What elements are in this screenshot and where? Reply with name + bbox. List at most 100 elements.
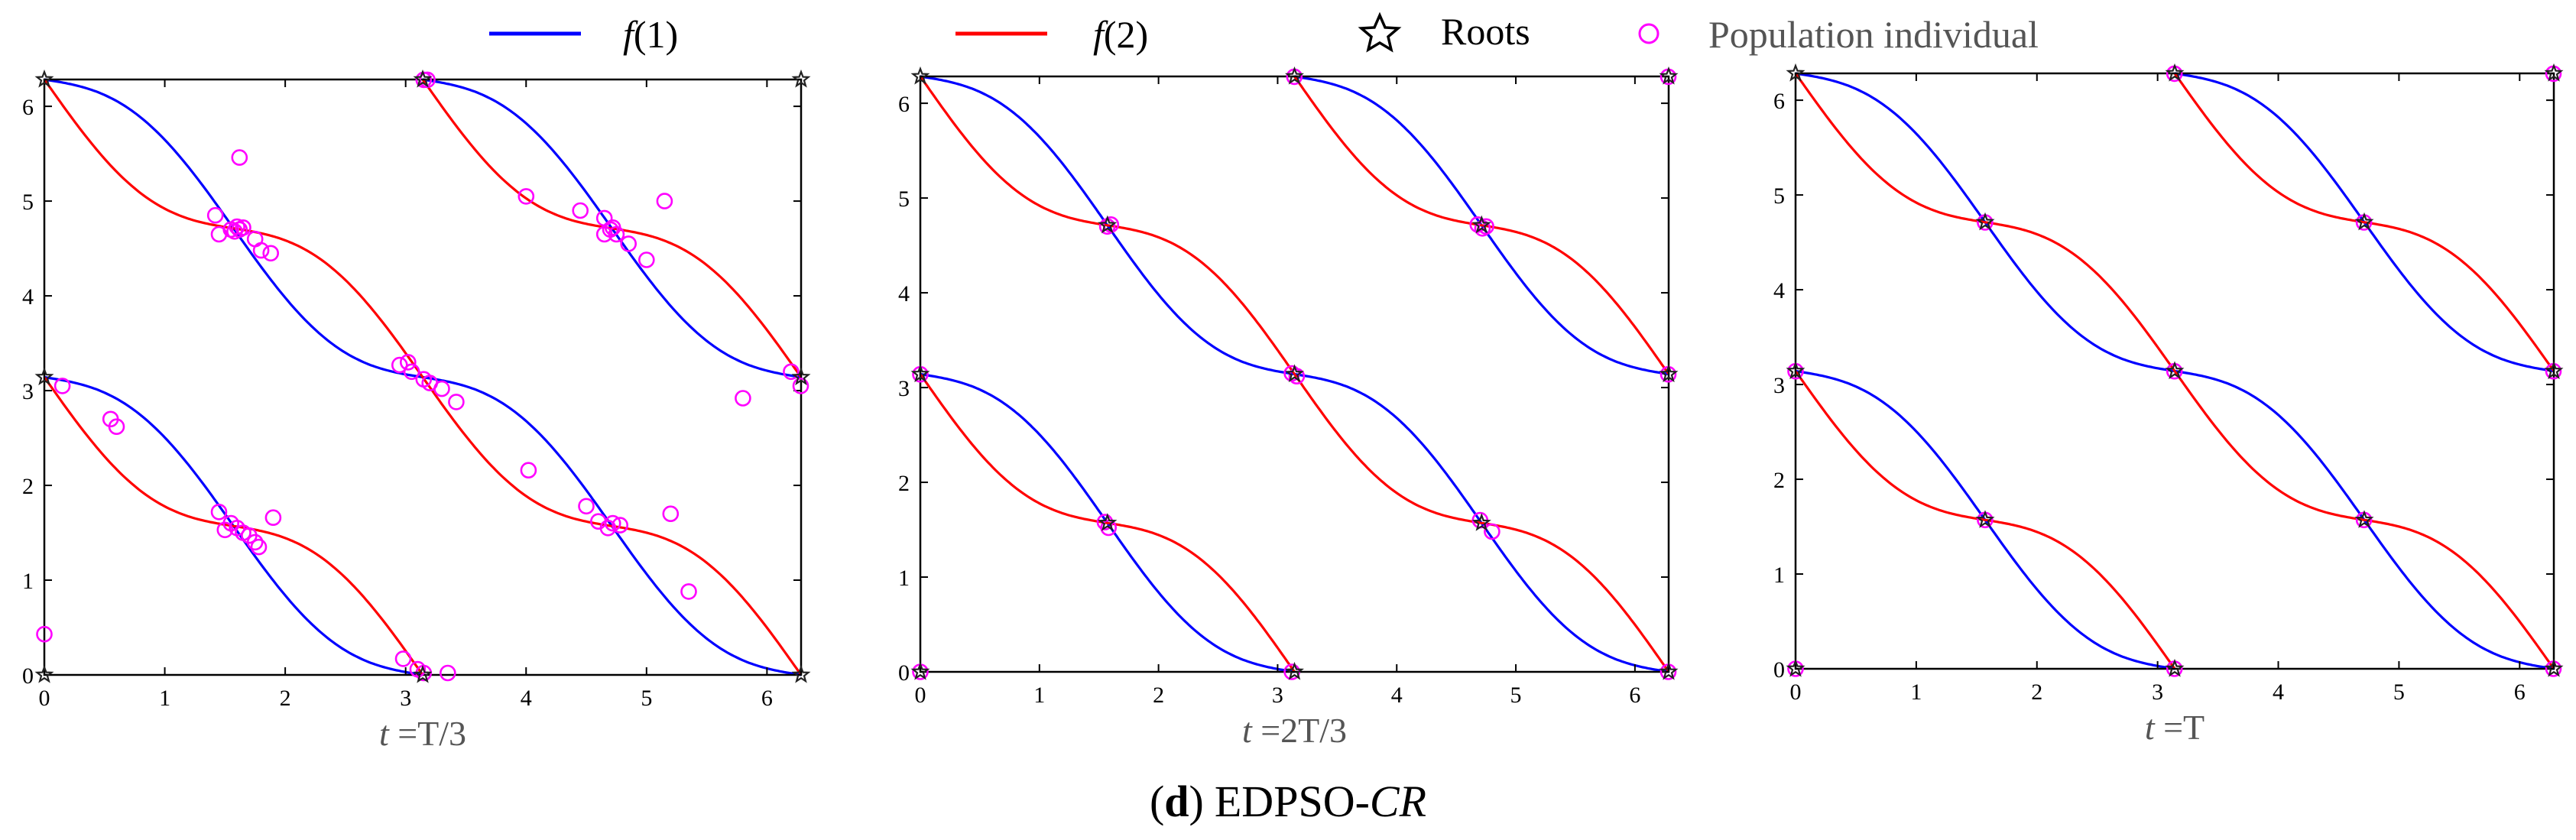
y-tick-label: 6 [1773,89,1785,114]
root-star [1098,513,1118,531]
legend-population-circle-icon [1638,23,1659,44]
y-tick-label: 2 [22,474,34,499]
x-tick-label: 5 [1510,683,1522,708]
x-tick-label: 0 [1790,679,1802,705]
x-axis-label-value: =T/3 [389,714,466,753]
y-tick-label: 0 [22,663,34,689]
population-point [612,517,629,534]
root-star [791,69,811,88]
population-point [210,503,228,521]
x-axis-label-var: t [2145,708,2156,747]
population-point [231,149,248,166]
x-tick-label: 6 [761,686,773,711]
x-tick-label: 6 [1629,683,1640,708]
y-tick-label: 1 [1773,563,1785,588]
y-tick-label: 5 [22,190,34,215]
x-tick-label: 2 [1153,683,1164,708]
legend: f(1) f(2) Roots Population individual [489,10,2039,56]
population-point [662,505,680,523]
y-tick-label: 3 [1773,373,1785,398]
series-f2-branch-1 [43,376,424,676]
root-star [1285,66,1304,85]
root-star [791,367,811,386]
x-tick-label: 4 [521,686,532,711]
root-star [1098,215,1118,234]
series-f2-branch-4 [1293,76,1670,375]
population-point [206,206,224,224]
population-point [792,378,809,394]
series-f2-branch-4 [2173,73,2555,372]
population-point [246,534,264,551]
series-f2-branch-2 [919,76,1296,375]
x-tick-label: 3 [2152,679,2163,705]
series-f2-branch-2 [1794,73,2176,372]
root-star [1786,361,1805,380]
root-star [1786,63,1805,82]
y-tick-label: 6 [22,95,34,120]
population-point [235,219,251,236]
y-tick-label: 3 [22,379,34,404]
x-tick-label: 2 [2031,679,2042,705]
chart-panel-1: 0 1 2 3 4 5 6 0 1 2 3 4 5 6 t =T/3 [22,69,811,753]
x-tick-label: 0 [39,686,50,711]
root-star [2165,658,2185,677]
root-star [1659,661,1679,680]
population-point [517,188,535,205]
population-point [226,222,243,240]
root-star [34,664,54,683]
population-point [604,514,621,532]
y-tick-label: 1 [898,566,910,591]
y-tick-label: 4 [1773,278,1785,303]
y-tick-label: 3 [898,376,910,401]
population-point [608,225,625,243]
y-tick-label: 4 [22,284,34,310]
population-point [36,625,53,643]
root-star [34,367,54,386]
population-point [656,193,673,209]
legend-f1-label: f(1) [623,13,678,56]
legend-roots-star-icon [1358,11,1402,53]
population-point [1288,368,1306,385]
x-axis-label-var: t [1242,711,1253,750]
y-tick-label: 2 [898,471,910,496]
root-star [2354,212,2374,231]
x-axis-label-value: =2T/3 [1252,711,1347,750]
root-star [2544,63,2564,82]
x-tick-label: 3 [400,686,411,711]
root-star [2165,361,2185,380]
plot-frame [919,75,1670,673]
population-point [448,394,465,410]
x-tick-label: 1 [1033,683,1045,708]
root-star [910,364,930,383]
root-star [413,664,433,683]
population-point [735,390,751,407]
root-star [1471,513,1491,531]
x-tick-label: 4 [2273,679,2284,705]
root-star [413,69,433,88]
root-star [910,661,930,680]
plot-frame [1794,72,2555,670]
y-tick-label: 6 [898,92,910,117]
root-star [34,69,54,88]
root-star [2544,361,2564,380]
population-point [520,462,537,479]
figure-caption: (d) EDPSO-CR [1150,777,1426,826]
root-star [791,664,811,683]
series-f2-branch-3 [2173,370,2555,670]
population-point [599,519,617,537]
series-f2-branch-1 [919,373,1296,673]
series-f2-branch-1 [1794,370,2176,670]
root-star [2354,510,2374,528]
population-point [680,583,697,600]
x-tick-label: 1 [159,686,170,711]
x-axis-label-var: t [379,714,390,753]
root-star [1285,364,1304,383]
population-point [403,363,420,381]
root-star [1975,212,1995,231]
y-tick-label: 5 [1773,183,1785,209]
root-star [1659,364,1679,383]
root-star [1786,658,1805,677]
y-tick-label: 0 [898,660,910,686]
x-axis-label: t =T [2145,708,2205,747]
